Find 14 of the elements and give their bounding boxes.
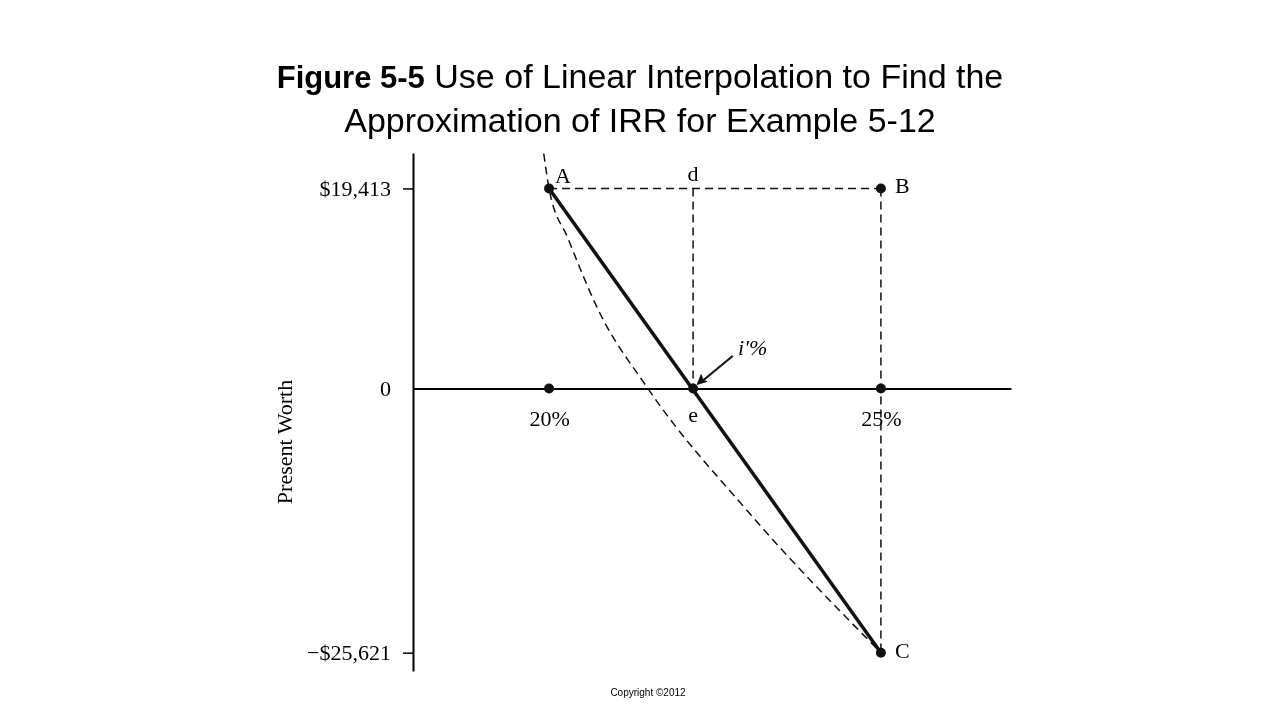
annotation: C xyxy=(894,637,910,663)
chart-title: Figure 5-5 Use of Linear Interpolation to Find the Approximation of IRR for Example 5-12 xyxy=(276,57,1004,139)
x-tick-label: 25% xyxy=(861,406,902,432)
annotation: B xyxy=(894,173,910,199)
x-tick-label: 20% xyxy=(529,406,570,432)
annotation: A xyxy=(555,163,572,189)
y-tick-label: $19,413 xyxy=(319,175,391,201)
annotation: e xyxy=(688,401,698,427)
y-tick-label: −$25,621 xyxy=(307,640,391,666)
annotation: d xyxy=(687,161,699,187)
y-tick-label: 0 xyxy=(380,376,391,402)
annotation: i′% xyxy=(738,334,768,360)
y-axis-title: Present Worth xyxy=(272,379,297,505)
text: Copyright ©2012 xyxy=(610,687,687,698)
